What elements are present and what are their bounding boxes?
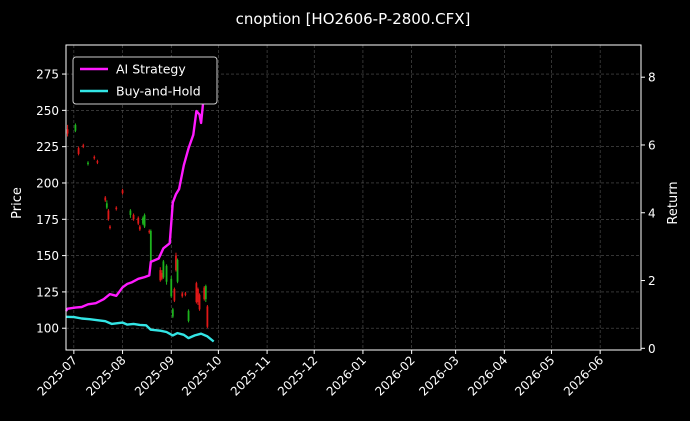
- candle-body: [203, 287, 206, 300]
- candle-body: [115, 207, 118, 210]
- candle-body: [143, 214, 146, 227]
- candle-body: [104, 197, 107, 201]
- y-right-tick-label: 2: [648, 274, 656, 288]
- candle-body: [87, 162, 89, 165]
- candlestick-series: [66, 123, 209, 329]
- y-left-tick-label: 100: [36, 322, 59, 336]
- candle-body: [184, 293, 187, 295]
- candle-body: [165, 265, 168, 282]
- legend: AI Strategy Buy-and-Hold: [72, 56, 218, 105]
- candle-body: [173, 289, 176, 301]
- chart-title: cnoption [HO2606-P-2800.CFX]: [236, 10, 471, 28]
- candle-body: [93, 156, 96, 159]
- plot-frame: [65, 44, 642, 351]
- candle-body: [107, 210, 110, 220]
- y-right-tick-label: 6: [648, 138, 656, 152]
- candle-body: [138, 226, 141, 230]
- y-left-tick-label: 200: [36, 176, 59, 190]
- candle-body: [159, 270, 162, 281]
- candle-body: [160, 273, 163, 279]
- candle-body: [132, 214, 135, 220]
- candle-body: [121, 190, 124, 194]
- y-left-tick-label: 225: [36, 140, 59, 154]
- legend-label-ai-strategy: AI Strategy: [116, 62, 186, 77]
- candle-body: [137, 217, 140, 224]
- ai-strategy-line: [65, 56, 215, 312]
- candle-body: [162, 261, 165, 278]
- candle-body: [77, 148, 80, 154]
- y-right-tick-label: 0: [648, 342, 656, 356]
- y-left-tick-label: 175: [36, 213, 59, 227]
- y-left-tick-label: 150: [36, 249, 59, 263]
- candle-body: [149, 230, 152, 262]
- candle-body: [197, 289, 199, 303]
- candle-body: [66, 129, 69, 134]
- y-axis-left-label: Price: [10, 187, 25, 219]
- candle-body: [109, 226, 111, 228]
- legend-label-buy-and-hold: Buy-and-Hold: [116, 84, 201, 99]
- candle-body: [206, 306, 209, 327]
- legend-box: [72, 56, 218, 105]
- candle-body: [195, 283, 198, 303]
- candle-body: [187, 310, 190, 321]
- buy-and-hold-line: [65, 315, 215, 343]
- y-left-tick-label: 275: [36, 68, 59, 82]
- candle-body: [148, 230, 151, 233]
- candle-body: [82, 145, 85, 147]
- candle-body: [96, 161, 99, 163]
- candle-body: [171, 309, 174, 317]
- y-left-tick-label: 250: [36, 104, 59, 118]
- return-lines: [65, 56, 215, 343]
- candle-body: [129, 210, 132, 215]
- candle-body: [181, 293, 184, 297]
- candle-body: [142, 217, 144, 224]
- candle-body: [74, 124, 77, 131]
- candle-body: [176, 259, 179, 282]
- y-left-tick-label: 125: [36, 285, 59, 299]
- y-right-tick-label: 8: [648, 71, 656, 85]
- candle-body: [105, 203, 108, 208]
- candle-body: [204, 286, 207, 300]
- candle-body: [198, 294, 201, 310]
- y-right-tick-label: 4: [648, 206, 656, 220]
- candle-body: [170, 278, 173, 297]
- y-axis-right-label: Return: [666, 181, 681, 224]
- candle-body: [175, 255, 177, 271]
